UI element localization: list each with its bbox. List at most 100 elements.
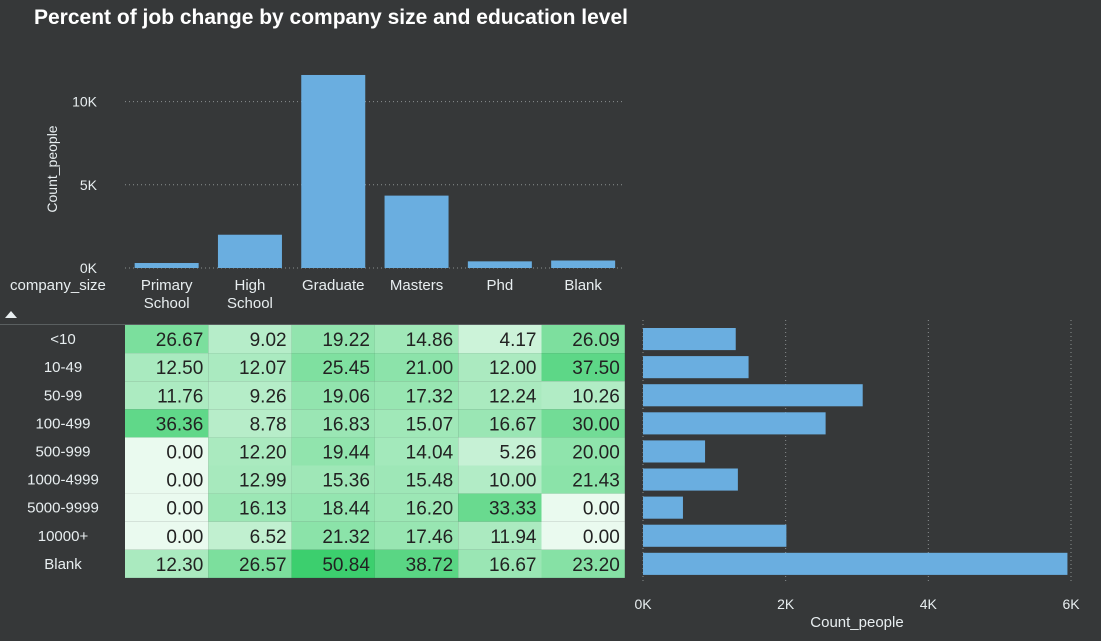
heatmap-value: 11.76: [157, 386, 203, 407]
heatmap-cell: [208, 465, 292, 494]
heatmap-cell: [541, 549, 625, 578]
heatmap-cell: [374, 409, 459, 438]
heatmap-cell: [541, 521, 625, 550]
heatmap-value: 19.22: [322, 330, 370, 351]
row-label: 10000+: [38, 528, 89, 545]
heatmap-value: 16.67: [489, 555, 537, 576]
heatmap-value: 12.99: [239, 471, 287, 492]
row-label: 1000-4999: [27, 472, 99, 489]
heatmap-cell: [458, 325, 542, 354]
heatmap-cell: [208, 549, 292, 578]
heatmap-cell: [458, 381, 542, 410]
heatmap-value: 15.48: [406, 471, 454, 492]
row-label: Blank: [44, 556, 82, 573]
heatmap-cell: [291, 325, 375, 354]
heatmap-cell: [291, 493, 375, 522]
column-header-label: Phd: [486, 277, 513, 294]
x-tick-label: 0K: [634, 596, 652, 612]
chart-title: Percent of job change by company size an…: [34, 6, 628, 29]
heatmap-cell: [458, 353, 542, 382]
heatmap-value: 26.09: [572, 330, 620, 351]
row-label: 10-49: [44, 359, 82, 376]
heatmap-value: 0.00: [166, 499, 203, 520]
heatmap-value: 30.00: [572, 414, 620, 435]
row-label: 5000-9999: [27, 500, 99, 517]
header-divider: [0, 324, 625, 325]
company-size-bar: [643, 524, 787, 547]
heatmap-value: 14.86: [406, 330, 454, 351]
heatmap-cell: [291, 521, 375, 550]
heatmap-value: 14.04: [406, 442, 454, 463]
x-tick-label: 4K: [920, 596, 938, 612]
heatmap-cell: [125, 353, 209, 382]
heatmap-value: 12.24: [489, 386, 537, 407]
heatmap-value: 20.00: [572, 442, 620, 463]
education-bar: [551, 260, 616, 268]
column-header-label: Graduate: [302, 277, 365, 294]
heatmap-cell: [291, 353, 375, 382]
heatmap-value: 26.67: [156, 330, 204, 351]
heatmap-cell: [374, 353, 459, 382]
heatmap-cell: [458, 465, 542, 494]
column-header-label: High: [235, 277, 266, 294]
heatmap-cell: [458, 521, 542, 550]
heatmap-cell: [125, 521, 209, 550]
heatmap-value: 17.46: [406, 527, 454, 548]
heatmap-value: 0.00: [583, 499, 620, 520]
heatmap-value: 16.83: [322, 414, 370, 435]
column-header-label: Primary: [141, 277, 193, 294]
row-label: 50-99: [44, 387, 82, 404]
heatmap-cell: [208, 493, 292, 522]
heatmap-cell: [208, 409, 292, 438]
heatmap-cell: [208, 325, 292, 354]
heatmap-value: 19.44: [322, 442, 370, 463]
heatmap-value: 0.00: [583, 527, 620, 548]
heatmap-cell: [458, 549, 542, 578]
company-size-bar: [643, 384, 863, 407]
row-label: 100-499: [35, 415, 90, 432]
column-header-label: School: [227, 295, 273, 312]
heatmap-cell: [374, 381, 459, 410]
x-axis-title: Count_people: [810, 614, 903, 631]
heatmap-cell: [374, 465, 459, 494]
heatmap-cell: [125, 437, 209, 466]
heatmap-cell: [541, 325, 625, 354]
heatmap-value: 12.00: [489, 358, 537, 379]
heatmap-value: 11.94: [490, 527, 537, 548]
heatmap-cell: [458, 409, 542, 438]
heatmap-cell: [125, 325, 209, 354]
heatmap-cell: [291, 465, 375, 494]
education-bar: [134, 263, 199, 268]
heatmap-cell: [291, 381, 375, 410]
company-size-bar: [643, 468, 738, 491]
heatmap-value: 17.32: [406, 386, 454, 407]
heatmap-value: 25.45: [322, 358, 370, 379]
heatmap-cell: [125, 549, 209, 578]
sort-ascending-icon[interactable]: [5, 311, 17, 318]
education-bar: [467, 261, 532, 268]
heatmap-cell: [374, 549, 459, 578]
heatmap-cell: [125, 381, 209, 410]
heatmap-value: 38.72: [406, 555, 454, 576]
heatmap-value: 21.00: [406, 358, 454, 379]
heatmap-value: 0.00: [166, 471, 203, 492]
heatmap-value: 12.30: [156, 555, 204, 576]
y-tick-label: 0K: [80, 260, 98, 276]
heatmap-value: 8.78: [250, 414, 287, 435]
heatmap-value: 16.13: [239, 499, 287, 520]
heatmap-cell: [541, 381, 625, 410]
company-size-bar: [643, 440, 706, 463]
heatmap-value: 15.36: [322, 471, 370, 492]
heatmap-value: 12.20: [239, 442, 287, 463]
education-bar: [217, 234, 282, 268]
heatmap-value: 21.43: [572, 471, 620, 492]
heatmap-value: 33.33: [489, 499, 537, 520]
heatmap-value: 16.20: [406, 499, 454, 520]
x-tick-label: 6K: [1062, 596, 1080, 612]
company-size-bar: [643, 496, 683, 519]
column-header-label: Blank: [564, 277, 602, 294]
heatmap-cell: [541, 493, 625, 522]
heatmap-cell: [541, 353, 625, 382]
heatmap-value: 5.26: [500, 442, 537, 463]
